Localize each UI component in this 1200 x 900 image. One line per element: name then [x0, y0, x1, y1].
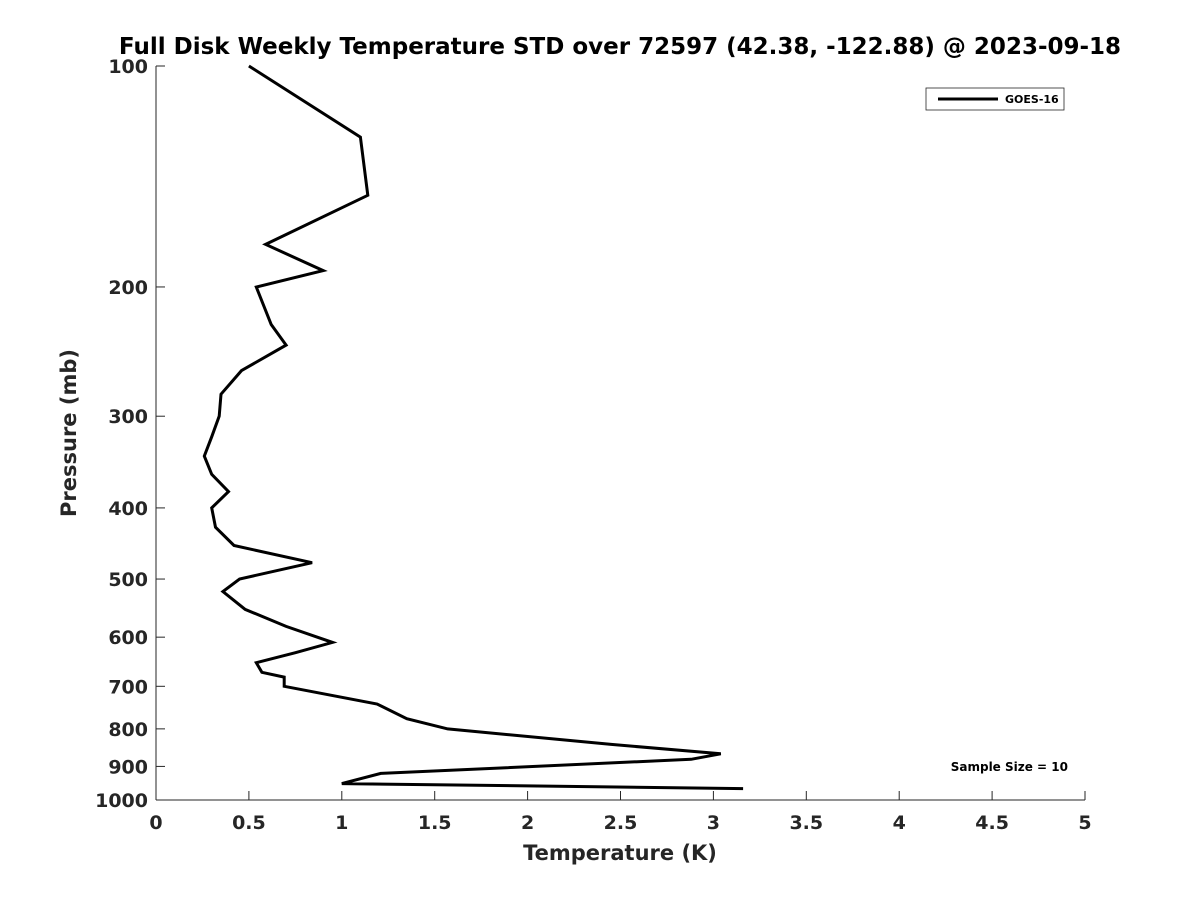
- x-tick-label: 1: [335, 812, 348, 834]
- chart-title: Full Disk Weekly Temperature STD over 72…: [119, 34, 1121, 60]
- y-tick-label: 1000: [95, 790, 148, 812]
- y-tick-label: 200: [108, 277, 148, 299]
- x-tick-label: 4: [893, 812, 906, 834]
- y-tick-label: 300: [108, 406, 148, 428]
- x-tick-label: 4.5: [975, 812, 1009, 834]
- y-tick-label: 500: [108, 569, 148, 591]
- x-tick-label: 5: [1078, 812, 1091, 834]
- y-tick-label: 700: [108, 676, 148, 698]
- x-tick-label: 3: [707, 812, 720, 834]
- x-ticks: 0 0.5 1 1.5 2 2.5 3 3.5 4 4.5 5: [149, 791, 1092, 834]
- x-tick-label: 0.5: [232, 812, 266, 834]
- y-ticks: 100 200 300 400 500 600 700 800 900 1000: [95, 56, 165, 812]
- y-tick-label: 900: [108, 756, 148, 778]
- sample-size-annotation: Sample Size = 10: [951, 760, 1068, 774]
- x-tick-label: 2: [521, 812, 534, 834]
- x-tick-label: 1.5: [418, 812, 452, 834]
- legend-label: GOES-16: [1005, 93, 1059, 106]
- y-tick-label: 400: [108, 498, 148, 520]
- y-tick-label: 800: [108, 719, 148, 741]
- y-tick-label: 600: [108, 627, 148, 649]
- legend: GOES-16: [925, 87, 1065, 111]
- x-tick-label: 2.5: [604, 812, 638, 834]
- x-tick-label: 3.5: [789, 812, 823, 834]
- y-axis-label: Pressure (mb): [57, 349, 81, 517]
- series-line-goes-16: [202, 64, 744, 791]
- series-layer: [202, 64, 744, 791]
- x-axis-label: Temperature (K): [523, 841, 717, 865]
- y-tick-label: 100: [108, 56, 148, 78]
- x-tick-label: 0: [149, 812, 162, 834]
